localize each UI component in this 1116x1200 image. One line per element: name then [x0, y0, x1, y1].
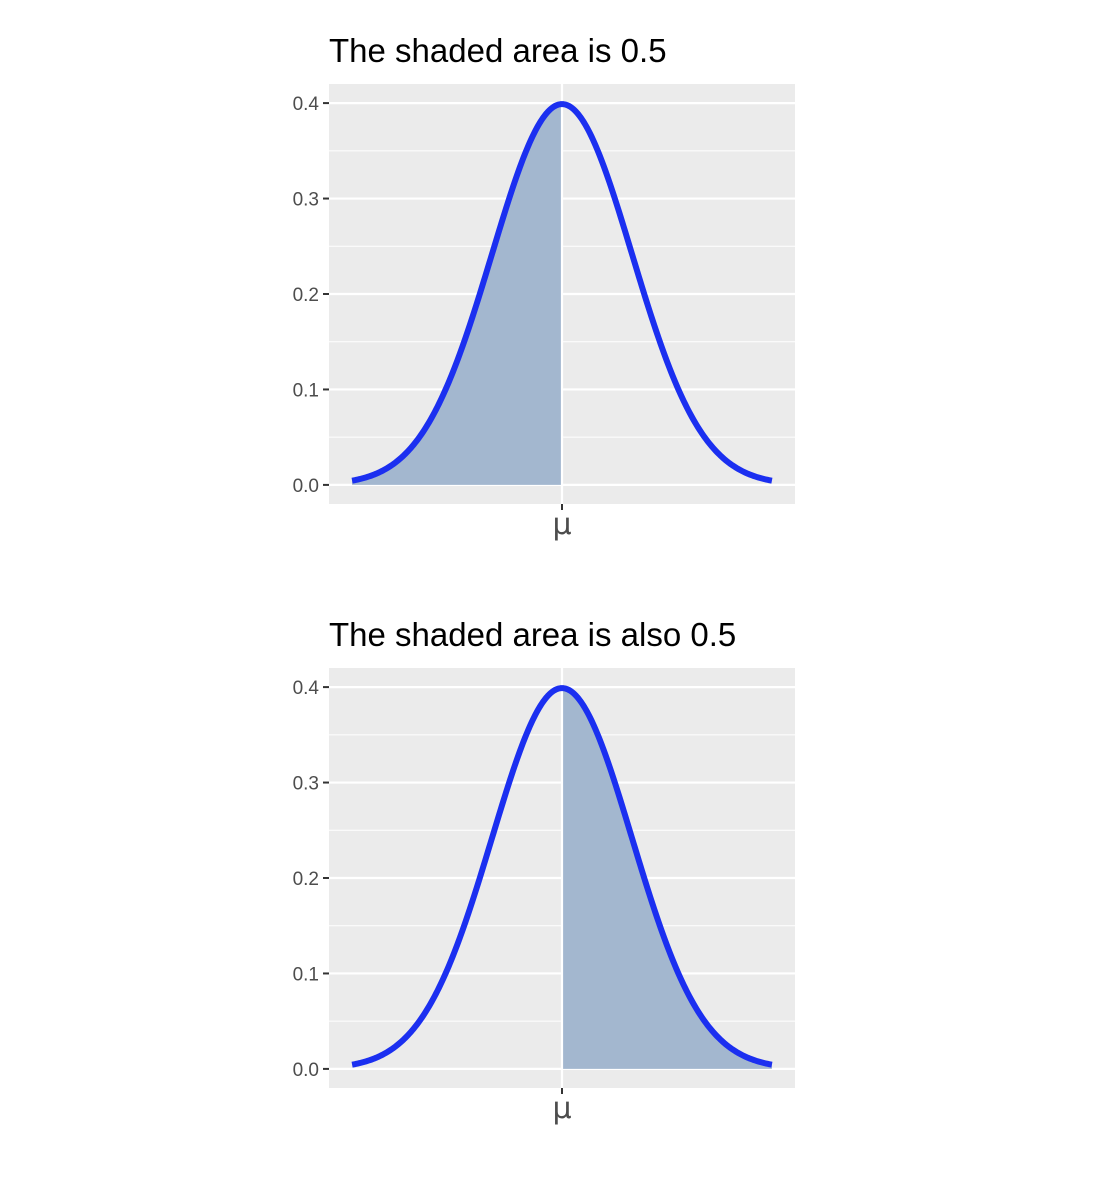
- x-tick-label-mu: μ: [552, 1091, 571, 1126]
- y-tick-label: 0.4: [293, 678, 320, 699]
- y-tick-label: 0.0: [293, 476, 319, 497]
- y-tick-label: 0.3: [293, 774, 319, 795]
- y-tick-label: 0.0: [293, 1060, 319, 1081]
- y-tick-label: 0.2: [293, 285, 319, 306]
- chart-title: The shaded area is also 0.5: [329, 616, 736, 653]
- y-tick-label: 0.1: [293, 380, 319, 401]
- y-tick-label: 0.1: [293, 964, 319, 985]
- density-curve: [350, 101, 774, 484]
- chart-title: The shaded area is 0.5: [329, 32, 667, 69]
- y-tick-label: 0.4: [293, 94, 320, 115]
- chart-panel-2: The shaded area is also 0.5 0.0 0.1 0.2 0.3 0…: [293, 616, 795, 1126]
- y-tick-label: 0.2: [293, 869, 319, 890]
- x-tick-label-mu: μ: [552, 507, 571, 542]
- y-tick-label: 0.3: [293, 190, 319, 211]
- chart-panel-1: The shaded area is 0.5 0.0 0.1 0.2 0.3 0.4 μ: [293, 32, 795, 542]
- density-curve: [350, 685, 774, 1068]
